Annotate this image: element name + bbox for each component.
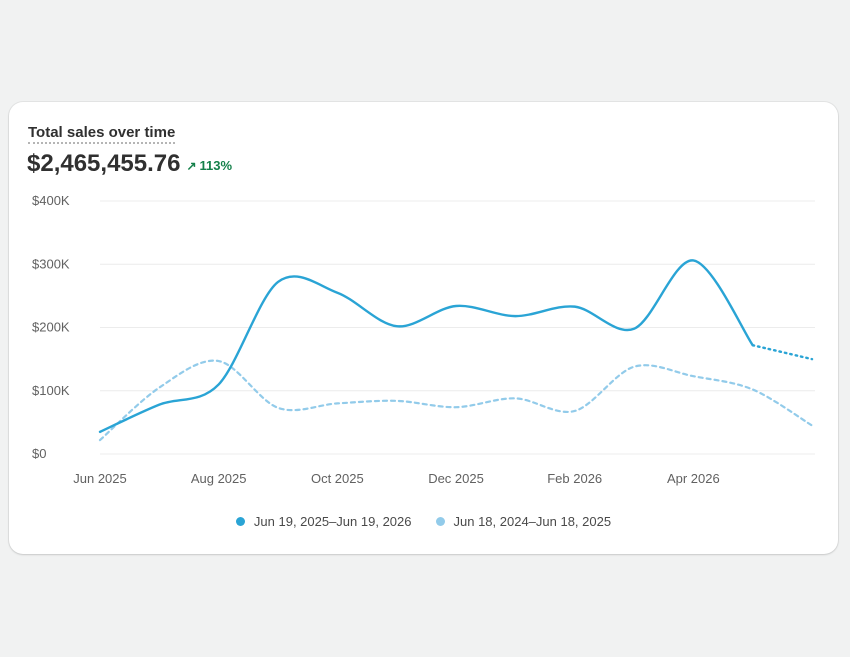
- sales-card: Total sales over time $2,465,455.76 ↗ 11…: [9, 102, 838, 554]
- x-tick-label: Oct 2025: [311, 471, 364, 486]
- legend-item-previous[interactable]: Jun 18, 2024–Jun 18, 2025: [435, 514, 612, 529]
- x-tick-label: Jun 2025: [73, 471, 127, 486]
- legend-label-previous: Jun 18, 2024–Jun 18, 2025: [453, 514, 612, 529]
- y-tick-label: $400K: [32, 193, 70, 208]
- x-tick-label: Feb 2026: [547, 471, 602, 486]
- series-line-previous: [98, 359, 814, 442]
- delta-badge: ↗ 113%: [186, 158, 232, 173]
- legend-dot-current: [235, 517, 245, 526]
- chart-legend: Jun 19, 2025–Jun 19, 2026 Jun 18, 2024–J…: [9, 514, 838, 529]
- x-tick-label: Aug 2025: [191, 471, 247, 486]
- y-tick-label: $300K: [32, 256, 70, 271]
- legend-label-current: Jun 19, 2025–Jun 19, 2026: [253, 514, 412, 529]
- y-tick-label: $200K: [32, 320, 70, 335]
- delta-value: 113%: [199, 158, 233, 173]
- total-sales-value: $2,465,455.76: [27, 150, 181, 177]
- legend-dot-previous: [435, 517, 445, 526]
- arrow-up-right-icon: ↗: [186, 158, 197, 173]
- legend-item-current[interactable]: Jun 19, 2025–Jun 19, 2026: [235, 514, 412, 529]
- card-title[interactable]: Total sales over time: [28, 124, 176, 144]
- x-tick-label: Dec 2025: [428, 471, 484, 486]
- series-line-current: [98, 259, 754, 434]
- series-line-current-projected: [751, 344, 814, 361]
- x-tick-label: Apr 2026: [667, 471, 720, 486]
- headline: $2,465,455.76 ↗ 113%: [27, 150, 232, 178]
- sales-line-chart[interactable]: $0 $100K $200K $300K $400K Jun 2025 Aug 2025 Oc…: [9, 102, 838, 502]
- y-tick-label: $0: [32, 446, 46, 461]
- y-tick-label: $100K: [32, 383, 70, 398]
